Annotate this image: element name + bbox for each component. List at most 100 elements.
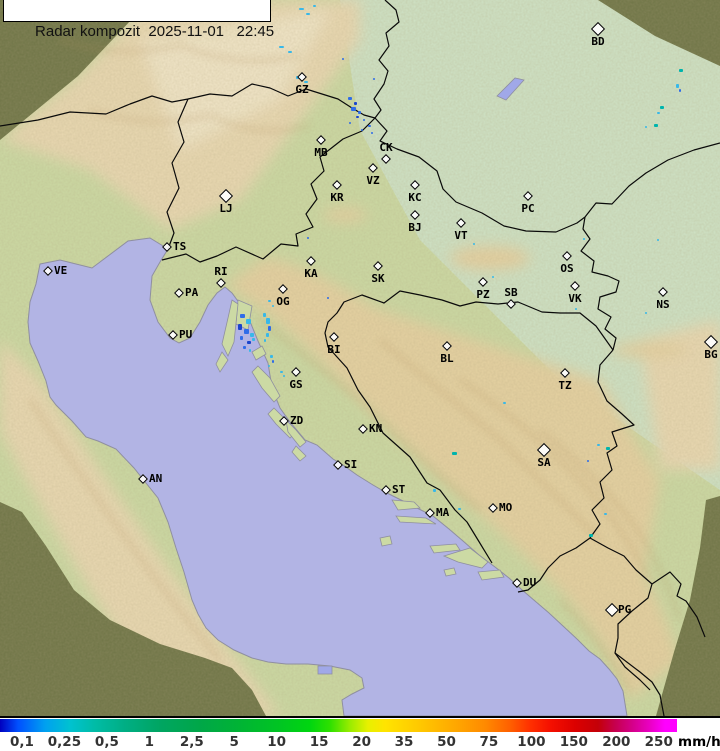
city-label-zd: ZD [290, 414, 304, 427]
legend-unit: mm/h [678, 734, 720, 750]
city-diamond-icon [536, 442, 552, 458]
precipitation-echo [246, 319, 251, 324]
map-canvas: GZ BD MB CK VZ KR KC PC LJ BJ VT TS OS VE RI PA KA SK PZ SB… [0, 0, 720, 716]
city-label-vk: VK [568, 292, 582, 305]
precipitation-echo [299, 8, 304, 10]
city-diamond-icon [410, 180, 420, 190]
city-label-gs: GS [289, 378, 303, 391]
legend-value: 75 [479, 734, 499, 750]
legend-colorbar [0, 719, 677, 732]
precipitation-echo [238, 324, 242, 330]
precipitation-echo [268, 365, 270, 367]
precipitation-echo [589, 534, 593, 537]
legend-value: 10 [267, 734, 287, 750]
city-label-an: AN [149, 472, 163, 485]
precipitation-echo [503, 402, 506, 404]
precipitation-echo [327, 297, 329, 299]
precipitation-echo [660, 106, 664, 109]
precipitation-echo [356, 116, 359, 118]
city-diamond-icon [456, 218, 466, 228]
city-label-ve: VE [54, 264, 68, 277]
city-diamond-icon [291, 367, 301, 377]
city-label-gz: GZ [295, 83, 309, 96]
city-diamond-icon [368, 163, 378, 173]
precipitation-echo [492, 276, 494, 278]
precipitation-echo [279, 46, 284, 48]
city-diamond-icon [332, 180, 342, 190]
city-diamond-icon [560, 368, 570, 378]
city-diamond-icon [425, 508, 435, 518]
city-label-tz: TZ [558, 379, 572, 392]
precipitation-echo [266, 318, 270, 324]
city-diamond-icon [138, 474, 148, 484]
precipitation-echo [676, 84, 679, 88]
precipitation-echo [266, 333, 269, 337]
city-diamond-icon [562, 251, 572, 261]
city-diamond-icon [590, 21, 606, 37]
precipitation-echo [361, 129, 363, 131]
precipitation-echo [342, 58, 344, 60]
precipitation-echo [354, 102, 357, 105]
city-diamond-icon [297, 72, 307, 82]
city-diamond-icon [604, 602, 620, 618]
radar-echo-layer [238, 5, 683, 537]
precipitation-echo [247, 341, 251, 344]
city-diamond-icon [410, 210, 420, 220]
precipitation-echo [373, 78, 375, 80]
lake-balaton [496, 77, 525, 101]
city-diamond-icon [570, 281, 580, 291]
precipitation-echo [433, 489, 436, 492]
city-diamond-icon [506, 299, 516, 309]
legend-value: 100 [517, 734, 546, 750]
precipitation-echo [679, 89, 681, 92]
legend-value: 15 [309, 734, 329, 750]
precipitation-echo [371, 132, 373, 134]
city-diamond-icon [358, 424, 368, 434]
precipitation-echo [263, 313, 266, 317]
legend-value: 150 [559, 734, 588, 750]
city-diamond-icon [478, 277, 488, 287]
precipitation-echo [587, 460, 589, 462]
legend-value: 2,5 [179, 734, 204, 750]
precipitation-echo [268, 300, 271, 302]
city-label-ri: RI [214, 265, 228, 278]
legend-value: 20 [352, 734, 371, 750]
precipitation-echo [657, 239, 659, 241]
precipitation-echo [583, 238, 585, 240]
city-label-sb: SB [504, 286, 518, 299]
city-label-kc: KC [408, 191, 422, 204]
city-label-bl: BL [440, 352, 454, 365]
precipitation-echo [604, 513, 607, 515]
precipitation-echo [240, 336, 243, 340]
legend-value: 0,5 [94, 734, 119, 750]
precipitation-echo [348, 97, 352, 100]
mountain-ridges [29, 38, 682, 691]
precipitation-echo [351, 107, 356, 111]
precipitation-echo [458, 508, 461, 510]
city-diamond-icon [218, 188, 234, 204]
precipitation-echo [363, 119, 365, 121]
precipitation-echo [270, 355, 273, 358]
precipitation-echo [313, 5, 316, 7]
precipitation-echo [249, 349, 251, 352]
precipitation-echo [280, 371, 283, 373]
legend-value: 0,25 [47, 734, 82, 750]
city-label-vz: VZ [366, 174, 380, 187]
city-diamond-icon [381, 485, 391, 495]
terrain-map [0, 0, 720, 716]
city-label-vt: VT [454, 229, 468, 242]
city-label-kn: KN [369, 422, 383, 435]
precipitation-echo [597, 444, 600, 446]
precipitation-echo [368, 125, 371, 127]
city-label-ns: NS [656, 298, 670, 311]
city-label-du: DU [523, 576, 537, 589]
city-diamond-icon [488, 503, 498, 513]
city-diamond-icon [174, 288, 184, 298]
country-borders [0, 0, 720, 716]
city-diamond-icon [316, 135, 326, 145]
precipitation-echo [575, 308, 577, 310]
precipitation-echo [304, 81, 308, 83]
city-label-sk: SK [371, 272, 385, 285]
precipitation-echo [645, 312, 647, 314]
